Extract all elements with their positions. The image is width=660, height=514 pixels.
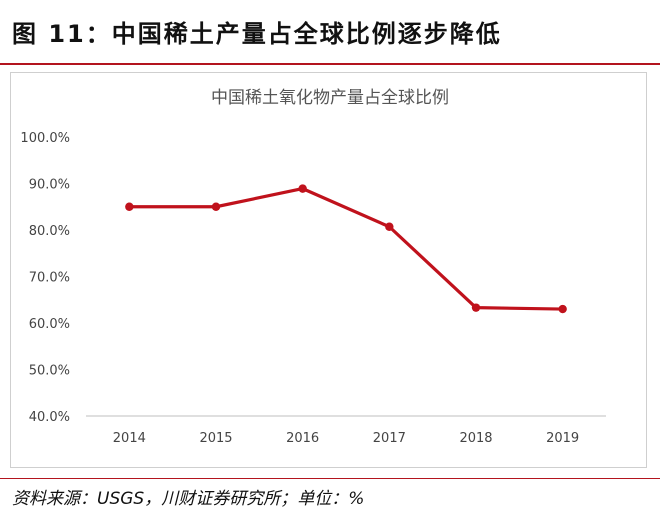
source-note: 资料来源：USGS，川财证券研究所；单位：% <box>12 489 365 509</box>
data-point <box>125 202 134 211</box>
chart-title: 中国稀土氧化物产量占全球比例 <box>211 88 449 108</box>
series-line <box>127 187 565 311</box>
x-tick-label: 2017 <box>373 431 406 446</box>
y-tick-label: 100.0% <box>20 131 70 146</box>
x-tick-label: 2015 <box>199 431 232 446</box>
y-tick-label: 80.0% <box>29 224 70 239</box>
x-tick-label: 2019 <box>546 431 579 446</box>
data-point <box>385 222 394 231</box>
y-tick-label: 40.0% <box>29 410 70 425</box>
x-tick-label: 2014 <box>113 431 146 446</box>
chart-frame <box>10 72 647 468</box>
data-point <box>471 303 481 312</box>
title-divider <box>0 63 660 65</box>
y-tick-label: 50.0% <box>29 364 70 379</box>
footer-divider <box>0 478 660 479</box>
y-tick-label: 60.0% <box>29 317 70 332</box>
figure-header: 图 11：中国稀土产量占全球比例逐步降低 <box>0 0 660 64</box>
x-tick-label: 2016 <box>286 431 319 446</box>
data-point <box>298 184 307 193</box>
figure-title: 图 11：中国稀土产量占全球比例逐步降低 <box>12 20 502 48</box>
y-tick-label: 70.0% <box>29 271 70 286</box>
y-tick-label: 90.0% <box>29 178 70 193</box>
data-point <box>558 304 567 314</box>
data-point <box>211 202 221 211</box>
x-tick-label: 2018 <box>459 431 492 446</box>
